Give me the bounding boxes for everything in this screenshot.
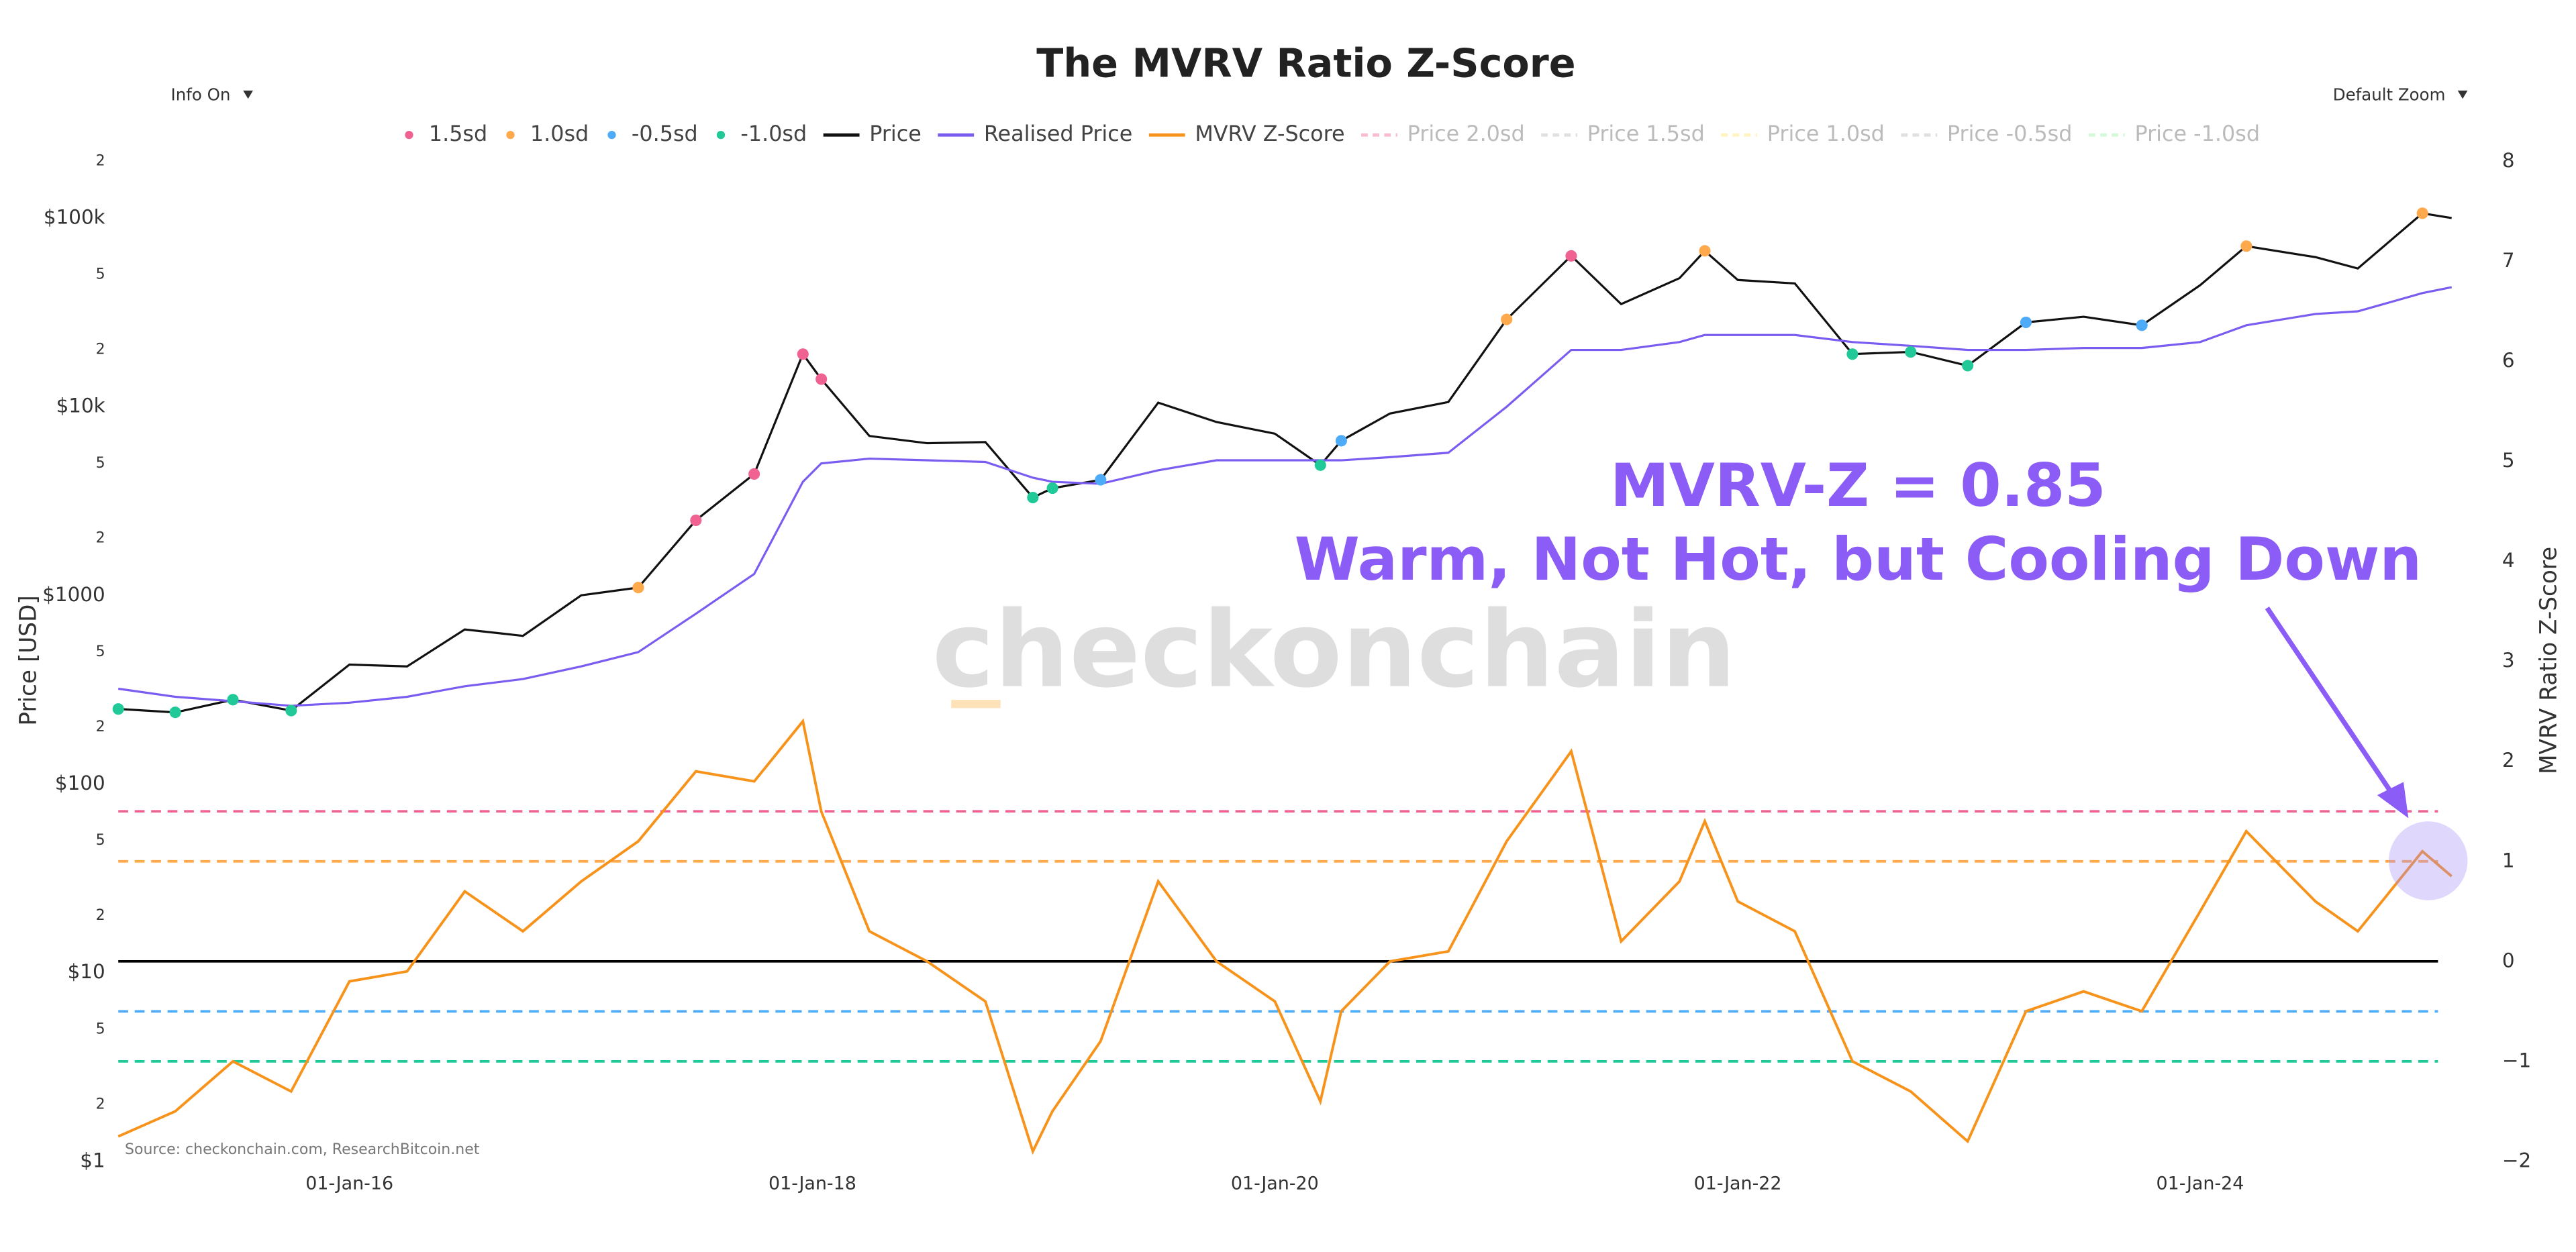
y-tick-label: $10 xyxy=(68,960,105,983)
y2-tick-label: 7 xyxy=(2502,249,2515,272)
sd-marker xyxy=(227,694,239,706)
series-line xyxy=(118,212,2452,714)
y-tick-label: 5 xyxy=(96,1021,105,1037)
x-tick-label: 01-Jan-16 xyxy=(305,1173,393,1194)
sd-marker xyxy=(748,468,760,480)
y2-tick-label: −2 xyxy=(2502,1149,2531,1171)
x-tick-label: 01-Jan-24 xyxy=(2157,1173,2244,1194)
sd-marker xyxy=(2240,240,2252,252)
plot-area: $125$1025$10025$100025$10k25$100k2−2−101… xyxy=(42,149,2531,1194)
y-tick-label: 2 xyxy=(96,152,105,169)
y2-tick-label: 1 xyxy=(2502,849,2515,872)
sd-marker xyxy=(1565,250,1577,262)
y-tick-label: 5 xyxy=(96,455,105,472)
legend-marker[interactable] xyxy=(607,131,616,140)
y2-tick-label: −1 xyxy=(2502,1049,2531,1072)
info-button[interactable]: Info On xyxy=(171,85,253,104)
source-note: Source: checkonchain.com, ResearchBitcoi… xyxy=(125,1141,480,1158)
y-tick-label: $10k xyxy=(56,395,105,417)
y2-tick-label: 8 xyxy=(2502,149,2515,172)
legend-marker[interactable] xyxy=(506,131,515,140)
y-tick-label: 5 xyxy=(96,266,105,283)
y-tick-label: $1 xyxy=(80,1149,105,1171)
y-tick-label: 2 xyxy=(96,342,105,358)
sd-marker xyxy=(632,582,644,594)
x-tick-label: 01-Jan-22 xyxy=(1694,1173,1782,1194)
legend-label[interactable]: Price xyxy=(869,121,922,146)
sd-marker xyxy=(815,373,828,385)
highlight-circle xyxy=(2388,821,2468,900)
y-tick-label: $100k xyxy=(44,205,105,228)
y-axis-title: Price [USD] xyxy=(15,595,42,725)
sd-marker xyxy=(1846,348,1859,360)
y-tick-label: 2 xyxy=(96,907,105,924)
y-tick-label: 2 xyxy=(96,719,105,735)
sd-marker xyxy=(1699,245,1711,257)
dropdown-icon[interactable] xyxy=(243,91,253,99)
annotation: MVRV-Z = 0.85 xyxy=(1610,451,2106,520)
sd-marker xyxy=(1501,313,1513,325)
series-line xyxy=(117,718,2453,1155)
dropdown-icon[interactable] xyxy=(2457,91,2468,99)
y-tick-label: 2 xyxy=(96,530,105,547)
annotation: Warm, Not Hot, but Cooling Down xyxy=(1295,525,2422,594)
y2-tick-label: 5 xyxy=(2502,449,2515,472)
chart-title: The MVRV Ratio Z-Score xyxy=(1036,40,1575,86)
button-label[interactable]: Info On xyxy=(171,85,231,104)
sd-marker xyxy=(1962,360,1974,372)
series-line xyxy=(118,286,2453,707)
watermark-mark xyxy=(951,700,1001,709)
sd-marker xyxy=(1905,346,1917,358)
legend-label[interactable]: Realised Price xyxy=(984,121,1132,146)
y2-tick-label: 4 xyxy=(2502,549,2515,572)
legend-label[interactable]: Price 1.0sd xyxy=(1767,121,1885,146)
button-label[interactable]: Default Zoom xyxy=(2333,85,2446,104)
sd-marker xyxy=(2020,316,2032,328)
y-tick-label: $100 xyxy=(55,772,105,794)
sd-marker xyxy=(112,703,124,715)
y2-tick-label: 2 xyxy=(2502,749,2515,772)
sd-marker xyxy=(2136,319,2148,331)
arrow-head xyxy=(2377,782,2409,819)
y2-tick-label: 0 xyxy=(2502,949,2515,972)
watermark: checkonchain xyxy=(932,588,1736,711)
legend-marker[interactable] xyxy=(405,131,413,140)
sd-marker xyxy=(2416,207,2428,219)
legend-label[interactable]: Price 1.5sd xyxy=(1587,121,1705,146)
sd-marker xyxy=(1095,474,1107,486)
y2-tick-label: 3 xyxy=(2502,649,2515,672)
y-tick-label: $1000 xyxy=(42,583,105,606)
sd-marker xyxy=(169,707,181,719)
legend: 1.5sd 1.0sd -0.5sd -1.0sd Price Realised Pric… xyxy=(405,121,2260,146)
sd-marker xyxy=(1027,491,1039,504)
y-tick-label: 5 xyxy=(96,643,105,660)
legend-label[interactable]: Price -1.0sd xyxy=(2134,121,2260,146)
y-tick-label: 5 xyxy=(96,832,105,849)
x-tick-label: 01-Jan-18 xyxy=(769,1173,856,1194)
legend-label[interactable]: MVRV Z-Score xyxy=(1195,121,1344,146)
y-tick-label: 2 xyxy=(96,1096,105,1112)
legend-label[interactable]: -0.5sd xyxy=(632,121,698,146)
y2-axis-title: MVRV Ratio Z-Score xyxy=(2535,547,2562,774)
x-tick-label: 01-Jan-20 xyxy=(1231,1173,1319,1194)
annotation-arrow xyxy=(2265,607,2397,800)
y2-tick-label: 6 xyxy=(2502,349,2515,372)
sd-marker xyxy=(1335,435,1347,447)
zoom-button[interactable]: Default Zoom xyxy=(2333,85,2468,104)
legend-marker[interactable] xyxy=(716,131,726,140)
sd-marker xyxy=(797,348,809,360)
sd-marker xyxy=(1314,459,1326,471)
legend-label[interactable]: Price -0.5sd xyxy=(1947,121,2073,146)
legend-label[interactable]: Price 2.0sd xyxy=(1407,121,1525,146)
sd-marker xyxy=(285,705,297,717)
sd-marker xyxy=(690,514,702,527)
legend-label[interactable]: -1.0sd xyxy=(740,121,807,146)
legend-label[interactable]: 1.0sd xyxy=(530,121,589,146)
legend-label[interactable]: 1.5sd xyxy=(429,121,487,146)
sd-marker xyxy=(1046,482,1058,494)
